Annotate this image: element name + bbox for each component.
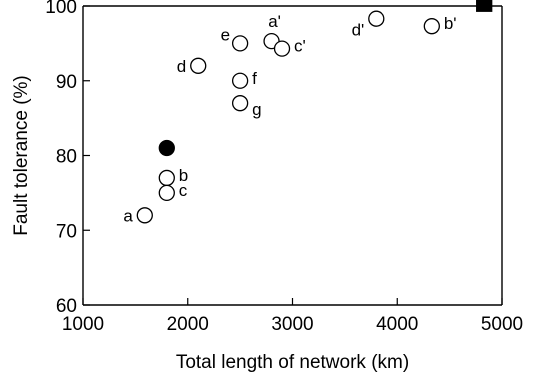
open-circle-point	[368, 10, 385, 27]
x-tick-label: 1000	[62, 314, 104, 335]
point-label: d'	[352, 21, 365, 40]
plot-area	[82, 5, 503, 306]
open-circle-point	[231, 95, 249, 112]
point-label: e	[221, 25, 230, 44]
open-circle-point	[158, 169, 175, 187]
data-markers	[136, 0, 493, 224]
point-label: c	[179, 181, 188, 200]
y-tick-label: 100	[45, 0, 77, 18]
point-label: g	[252, 100, 261, 119]
x-tick-label: 3000	[271, 314, 313, 335]
filled-square-point	[476, 0, 493, 12]
open-circle-point	[423, 18, 440, 35]
y-axis-title: Fault tolerance (%)	[11, 75, 32, 236]
open-circle-point	[231, 35, 249, 52]
point-label: a'	[268, 12, 281, 31]
filled-circle-point	[158, 139, 175, 157]
point-label: c'	[294, 37, 306, 56]
open-circle-point	[136, 207, 153, 224]
x-axis-title: Total length of network (km)	[176, 352, 409, 373]
y-tick-label: 80	[56, 147, 77, 168]
y-tick-label: 60	[56, 296, 77, 317]
point-label: d	[177, 57, 186, 76]
x-tick-label: 2000	[167, 314, 209, 335]
point-label: f	[252, 69, 257, 88]
open-circle-point	[158, 184, 175, 202]
open-circle-point	[190, 57, 207, 74]
open-circle-point	[273, 40, 291, 57]
y-tick-label: 90	[56, 72, 77, 93]
open-circle-point	[231, 72, 249, 89]
x-tick-label: 5000	[481, 314, 523, 335]
x-axis-ticks: 1000 2000 3000 4000 5000	[62, 298, 523, 335]
y-tick-label: 70	[56, 221, 77, 242]
x-tick-label: 4000	[376, 314, 418, 335]
point-label: b	[179, 166, 188, 185]
point-label: b'	[444, 14, 457, 33]
y-axis-ticks: 60 70 80 90 100	[45, 0, 90, 317]
point-labels: a bc d e fg a' c' d' b'	[123, 12, 456, 225]
point-label: a	[123, 206, 133, 225]
